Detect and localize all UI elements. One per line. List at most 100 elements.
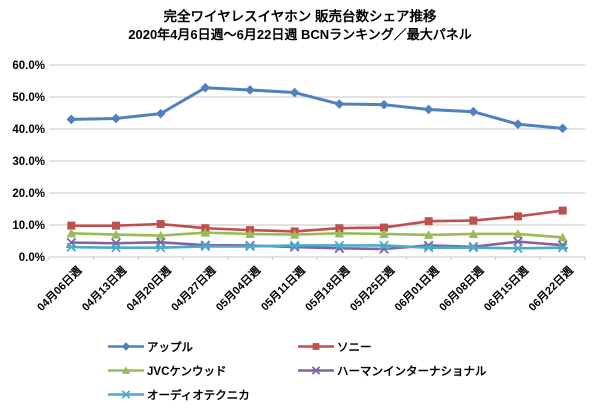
- triangle-marker-icon: [423, 230, 434, 239]
- legend-label: オーディオテクニカ: [147, 389, 250, 402]
- legend-item-4: ハーマンインターナショナル: [298, 363, 487, 378]
- triangle-marker-icon: [245, 229, 255, 238]
- square-marker-icon: [380, 223, 388, 232]
- x-tick-label: 05月11日週: [258, 263, 308, 313]
- chart-title: 完全ワイヤレスイヤホン 販売台数シェア推移: [163, 9, 437, 24]
- asterisk-marker-icon: [200, 241, 211, 252]
- triangle-marker-icon: [379, 229, 389, 238]
- x-tick-label: 06月08日週: [436, 263, 487, 314]
- diamond-marker-icon: [513, 119, 523, 129]
- gridlines: [49, 64, 585, 258]
- y-tick-label: 30.0%: [12, 156, 45, 168]
- triangle-marker-icon: [111, 229, 121, 239]
- series-line: [71, 86, 563, 130]
- diamond-marker-icon: [557, 123, 568, 134]
- asterisk-marker-icon: [378, 240, 390, 251]
- asterisk-marker-icon: [423, 242, 434, 253]
- y-tick-label: 50.0%: [12, 92, 45, 104]
- square-marker-icon: [424, 217, 433, 226]
- legend-label: ハーマンインターナショナル: [337, 365, 487, 378]
- y-axis-labels: 60.0% 50.0% 40.0% 30.0% 20.0% 10.0% 0.0%: [12, 60, 45, 264]
- legend-item-1: アップル: [108, 339, 193, 354]
- asterisk-marker-icon: [468, 242, 479, 253]
- legend-label: アップル: [147, 341, 193, 354]
- square-marker-icon: [112, 221, 120, 230]
- x-tick-label: 04月13日週: [79, 263, 130, 314]
- diamond-marker-icon: [121, 342, 131, 351]
- legend-key-icon: [298, 343, 334, 350]
- square-marker-icon: [312, 343, 320, 350]
- chart-subtitle: 2020年4月6日週～6月22日週 BCNランキング／最大パネル: [128, 27, 472, 42]
- square-marker-icon: [156, 220, 165, 229]
- triangle-marker-icon: [513, 229, 523, 238]
- series-line: [71, 231, 563, 239]
- asterisk-marker-icon: [110, 242, 122, 253]
- chart-header: 完全ワイヤレスイヤホン 販売台数シェア推移 2020年4月6日週～6月22日週 …: [0, 8, 600, 44]
- asterisk-marker-icon: [557, 242, 568, 253]
- asterisk-marker-icon: [334, 240, 345, 251]
- asterisk-marker-icon: [512, 243, 524, 254]
- asterisk-marker-icon: [289, 240, 300, 251]
- square-marker-icon: [469, 216, 478, 225]
- diamond-marker-icon: [245, 85, 255, 95]
- series-line: [71, 240, 563, 251]
- diamond-marker-icon: [66, 114, 77, 125]
- diamond-marker-icon: [468, 106, 479, 117]
- diamond-marker-icon: [423, 104, 434, 115]
- x-tick-label: 04月06日週: [34, 263, 85, 314]
- legend-item-3: JVCケンウッド: [108, 363, 227, 378]
- series-JVCケンウッド: [66, 227, 568, 242]
- diamond-marker-icon: [379, 99, 389, 110]
- x-tick-label: 04月20日週: [123, 263, 174, 314]
- x-axis-ticks: [48, 257, 586, 260]
- x-tick-label: 06月22日週: [525, 263, 576, 314]
- square-marker-icon: [558, 206, 567, 215]
- asterisk-marker-icon: [121, 390, 131, 399]
- square-marker-icon: [67, 221, 76, 230]
- triangle-marker-icon: [121, 366, 131, 374]
- triangle-marker-icon: [334, 228, 345, 238]
- series-line: [71, 244, 563, 250]
- x-tick-label: 05月04日週: [213, 263, 264, 314]
- x-tick-label: 05月18日週: [302, 263, 353, 314]
- triangle-marker-icon: [289, 229, 300, 239]
- legend-key-icon: [108, 342, 144, 351]
- x-tick-label: 06月15日週: [481, 263, 532, 314]
- series-ソニー: [67, 206, 567, 236]
- legend-key-icon: [108, 390, 144, 399]
- diamond-marker-icon: [111, 113, 121, 124]
- triangle-marker-icon: [155, 230, 166, 240]
- x-tick-label: 05月25日週: [347, 263, 398, 314]
- square-marker-icon: [335, 224, 344, 233]
- y-tick-label: 20.0%: [12, 188, 45, 200]
- triangle-marker-icon: [200, 227, 211, 237]
- series-line: [71, 209, 563, 233]
- legend-item-2: ソニー: [298, 339, 372, 354]
- y-tick-label: 0.0%: [19, 252, 45, 264]
- diamond-marker-icon: [289, 87, 300, 98]
- asterisk-marker-icon: [66, 242, 77, 252]
- y-tick-label: 40.0%: [12, 124, 45, 136]
- legend-label: JVCケンウッド: [147, 365, 227, 378]
- diamond-marker-icon: [155, 108, 166, 119]
- series-オーディオテクニカ: [66, 240, 568, 254]
- triangle-marker-icon: [66, 228, 77, 238]
- diamond-marker-icon: [200, 82, 211, 93]
- triangle-marker-icon: [557, 232, 568, 242]
- asterisk-marker-icon: [155, 242, 166, 253]
- x-tick-label: 06月01日週: [391, 263, 442, 314]
- diamond-marker-icon: [334, 99, 345, 109]
- x-marker-icon: [311, 366, 321, 375]
- y-tick-label: 10.0%: [12, 220, 45, 232]
- triangle-marker-icon: [468, 229, 479, 238]
- legend-key-icon: [108, 366, 144, 374]
- series-アップル: [66, 82, 568, 134]
- legend-item-5: オーディオテクニカ: [108, 387, 250, 402]
- y-tick-label: 60.0%: [12, 60, 45, 72]
- x-tick-label: 04月27日週: [168, 263, 219, 314]
- legend-label: ソニー: [337, 341, 372, 354]
- x-axis-labels: 04月06日週04月13日週04月20日週04月27日週05月04日週05月11…: [34, 263, 576, 314]
